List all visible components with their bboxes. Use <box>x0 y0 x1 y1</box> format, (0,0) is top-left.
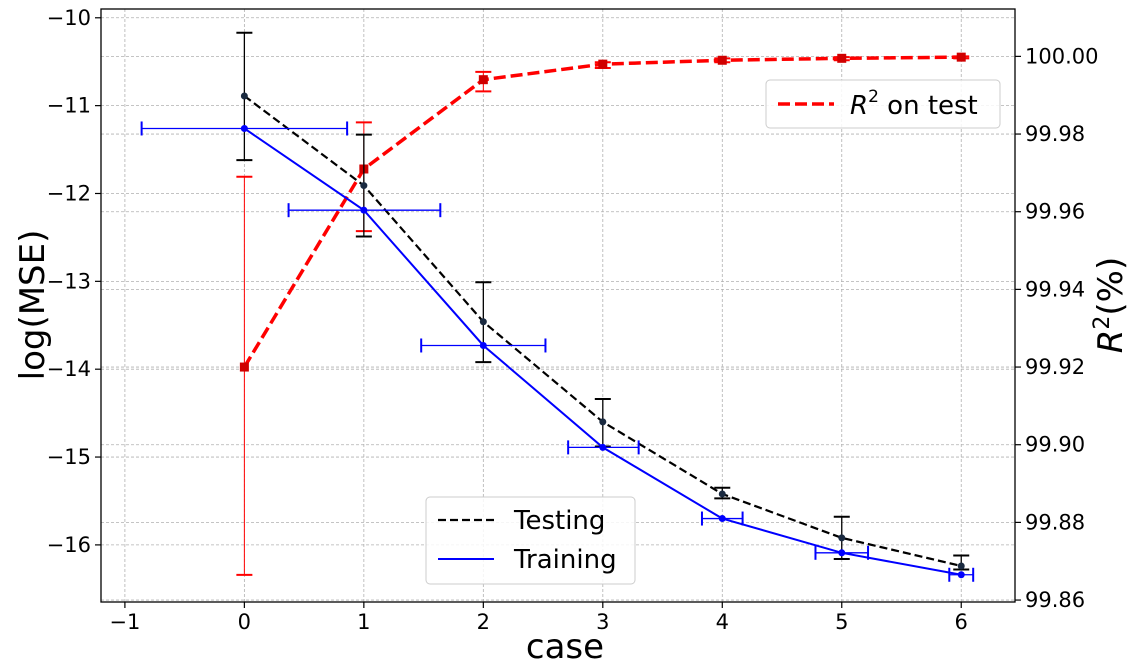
training-point <box>718 515 726 523</box>
y-axis-right-title: R2(%) <box>1090 257 1131 353</box>
grid <box>101 9 1015 602</box>
x-tick-label: 1 <box>357 610 370 634</box>
x-tick-label: 3 <box>596 610 609 634</box>
legend-right-frame <box>765 79 1001 129</box>
y-left-tick-label: −11 <box>47 94 91 118</box>
y-right-tick-label: 99.94 <box>1025 277 1085 301</box>
chart-marks <box>140 31 975 582</box>
plot-frame <box>100 8 1016 603</box>
y-right-tick-label: 99.86 <box>1025 588 1085 612</box>
y-left-tick-label: −15 <box>47 445 91 469</box>
y-left-tick-label: −12 <box>47 181 91 205</box>
y-right-tick-label: 99.88 <box>1025 510 1085 534</box>
legend-right: R2 on test <box>765 79 1001 129</box>
r2-point <box>956 52 966 62</box>
training-point <box>240 124 248 132</box>
testing-point <box>957 562 965 570</box>
training-point <box>479 341 487 349</box>
legend-left: Testing Training <box>425 496 636 585</box>
legend-left-frame <box>425 496 636 585</box>
y-left-tick-label: −16 <box>47 533 91 557</box>
x-tick-label: 6 <box>955 610 968 634</box>
legend-testing-label: Testing <box>513 506 605 536</box>
ticks: −1 0 1 2 3 4 5 6−10−11−12−13−14−15−16100.0099.9… <box>47 6 1099 634</box>
x-tick-label: −1 <box>109 610 140 634</box>
legend-r2-label: R2 on test <box>850 87 978 121</box>
x-tick-label: 4 <box>716 610 729 634</box>
y-left-tick-label: −10 <box>47 6 91 30</box>
x-tick-label: 0 <box>238 610 251 634</box>
y-axis-left-title: log(MSE) <box>13 230 53 381</box>
y-left-tick-label: −14 <box>47 357 91 381</box>
r2-point <box>598 59 608 69</box>
r2-point <box>478 75 488 85</box>
training-point <box>599 443 607 451</box>
r2-point <box>837 53 847 63</box>
y-right-tick-label: 99.98 <box>1025 122 1085 146</box>
y-left-tick-label: −13 <box>47 269 91 293</box>
legend-training-label: Training <box>513 545 617 575</box>
x-tick-label: 2 <box>477 610 490 634</box>
y-right-tick-label: 99.90 <box>1025 433 1085 457</box>
training-point <box>957 571 965 579</box>
testing-point <box>838 534 846 542</box>
testing-point <box>479 318 487 326</box>
testing-point <box>360 182 368 190</box>
training-point <box>360 206 368 214</box>
x-axis-title: case <box>526 627 604 664</box>
testing-point <box>599 418 607 426</box>
r2-point <box>239 362 249 372</box>
training-point <box>838 549 846 557</box>
x-tick-label: 5 <box>835 610 848 634</box>
r2-point <box>717 55 727 65</box>
testing-point <box>240 92 248 100</box>
y-right-tick-label: 100.00 <box>1025 44 1098 68</box>
y-right-tick-label: 99.96 <box>1025 200 1085 224</box>
y-right-tick-label: 99.92 <box>1025 355 1085 379</box>
testing-point <box>718 490 726 498</box>
